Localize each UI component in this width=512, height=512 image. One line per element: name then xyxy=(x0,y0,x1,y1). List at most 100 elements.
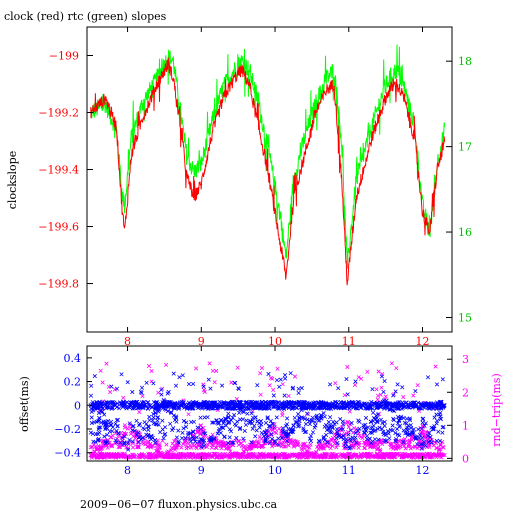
roundtrip-marker xyxy=(358,451,364,457)
offset-marker xyxy=(373,428,378,433)
offset-marker xyxy=(319,400,324,405)
offset-marker xyxy=(109,399,114,405)
offset-marker xyxy=(357,426,362,431)
roundtrip-point xyxy=(383,453,388,458)
roundtrip-marker xyxy=(268,427,273,432)
offset-marker xyxy=(283,376,288,381)
offset-x-tick-label: 9 xyxy=(198,464,205,477)
offset-marker xyxy=(151,381,156,386)
offset-marker xyxy=(264,432,269,437)
offset-marker xyxy=(97,416,102,421)
roundtrip-marker xyxy=(399,455,405,460)
roundtrip-marker xyxy=(226,453,231,458)
offset-marker xyxy=(370,387,375,392)
offset-marker xyxy=(434,382,440,387)
roundtrip-marker xyxy=(370,455,375,460)
offset-marker xyxy=(382,379,387,384)
offset-marker xyxy=(159,392,164,397)
roundtrip-marker xyxy=(283,444,288,449)
offset-marker xyxy=(438,416,443,421)
offset-marker xyxy=(115,417,120,422)
offset-marker xyxy=(89,415,94,420)
slope-plot-frame xyxy=(86,26,453,333)
offset-marker xyxy=(165,391,170,396)
offset-marker xyxy=(354,440,359,445)
roundtrip-marker xyxy=(301,441,306,446)
offset-marker xyxy=(266,424,272,429)
offset-marker xyxy=(227,427,232,432)
offset-marker xyxy=(382,419,387,425)
roundtrip-marker xyxy=(349,439,354,444)
offset-marker xyxy=(317,403,322,408)
offset-marker xyxy=(109,384,114,389)
roundtrip-marker xyxy=(191,452,196,457)
roundtrip-marker xyxy=(170,441,175,446)
roundtrip-marker xyxy=(148,445,153,450)
offset-point xyxy=(236,403,241,408)
offset-point xyxy=(272,441,278,446)
offset-y-tick-label: 0 xyxy=(74,399,81,412)
offset-marker xyxy=(243,422,249,427)
roundtrip-marker xyxy=(345,420,350,425)
roundtrip-marker xyxy=(329,455,334,460)
offset-marker xyxy=(361,425,366,430)
offset-marker xyxy=(212,404,217,409)
offset-marker xyxy=(368,430,373,435)
offset-marker xyxy=(440,430,445,435)
roundtrip-marker xyxy=(151,443,156,448)
offset-marker xyxy=(381,389,386,394)
offset-series xyxy=(88,361,447,460)
offset-marker xyxy=(434,438,439,443)
offset-marker xyxy=(227,435,232,440)
roundtrip-marker xyxy=(440,439,445,444)
offset-marker xyxy=(141,403,146,408)
offset-marker xyxy=(133,401,138,406)
offset-x-tick-label: 12 xyxy=(416,464,430,477)
roundtrip-marker xyxy=(406,453,411,458)
roundtrip-marker xyxy=(105,445,110,450)
offset-marker xyxy=(344,404,350,410)
offset-marker xyxy=(329,430,334,435)
roundtrip-marker xyxy=(221,454,226,459)
roundtrip-marker xyxy=(235,365,240,370)
roundtrip-marker xyxy=(300,452,305,457)
offset-marker xyxy=(267,441,272,446)
offset-marker xyxy=(173,383,179,388)
roundtrip-marker xyxy=(139,454,144,459)
offset-marker xyxy=(212,437,217,442)
offset-marker xyxy=(399,414,404,419)
offset-marker xyxy=(150,418,155,423)
offset-marker xyxy=(319,416,324,421)
offset-marker xyxy=(202,443,207,448)
offset-marker xyxy=(369,419,374,425)
offset-marker xyxy=(157,403,162,408)
offset-marker xyxy=(359,402,364,407)
offset-marker xyxy=(263,438,268,443)
roundtrip-marker xyxy=(215,442,220,447)
offset-marker xyxy=(176,406,181,411)
roundtrip-marker xyxy=(365,442,370,447)
offset-marker xyxy=(426,406,431,411)
roundtrip-marker xyxy=(294,453,299,458)
roundtrip-marker xyxy=(136,455,141,460)
offset-marker xyxy=(203,400,208,405)
rtc-y-tick-label: 17 xyxy=(458,141,472,154)
offset-marker xyxy=(277,384,282,389)
roundtrip-marker xyxy=(343,452,348,457)
offset-marker xyxy=(319,413,324,418)
roundtrip-marker xyxy=(173,438,178,443)
offset-marker xyxy=(184,424,189,429)
offset-marker xyxy=(395,421,400,426)
offset-marker xyxy=(151,421,156,426)
roundtrip-marker xyxy=(128,431,133,436)
offset-marker xyxy=(296,400,301,405)
offset-marker xyxy=(415,442,420,447)
offset-marker xyxy=(198,403,203,408)
offset-marker xyxy=(363,422,368,427)
offset-marker xyxy=(313,420,318,425)
offset-marker xyxy=(169,400,174,405)
offset-marker xyxy=(353,435,358,440)
roundtrip-marker xyxy=(209,445,214,450)
roundtrip-marker xyxy=(204,444,209,450)
offset-marker xyxy=(325,424,330,429)
